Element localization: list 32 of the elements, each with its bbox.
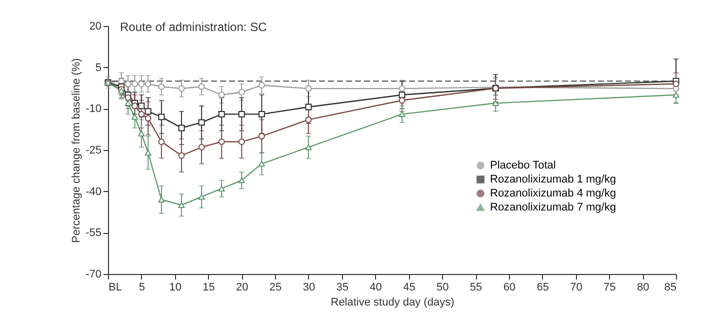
y-tick-label: 20	[89, 20, 102, 32]
x-tick-label: 20	[236, 282, 248, 294]
x-tick-label: 15	[202, 282, 215, 294]
y-axis-title: Percentage change from baseline (%)	[70, 58, 83, 243]
x-tick-label: 10	[169, 282, 182, 294]
x-tick-label: BL	[108, 282, 122, 294]
x-tick-label: 25	[269, 282, 282, 294]
x-axis-title: Relative study day (days)	[330, 296, 454, 308]
x-tick-label: 60	[503, 282, 516, 294]
y-tick-label: -70	[86, 268, 102, 280]
x-tick-label: 30	[302, 282, 316, 294]
x-tick-label: 65	[536, 282, 549, 294]
x-tick-label: 55	[470, 282, 482, 294]
x-tick-label: 5	[138, 282, 145, 294]
x-tick-label: 85	[664, 282, 676, 294]
y-tick-label: -40	[86, 186, 102, 198]
x-tick-label: 45	[403, 282, 416, 294]
x-tick-label: 40	[370, 282, 382, 294]
legend-label: Rozanolixizumab 7 mg/kg	[490, 202, 616, 214]
x-tick-label: 50	[436, 282, 449, 294]
legend-label: Placebo Total	[490, 160, 556, 172]
x-tick-label: 75	[604, 282, 616, 294]
y-tick-label: -10	[86, 103, 102, 116]
x-tick-label: 70	[570, 282, 582, 294]
x-tick-label: 80	[636, 282, 650, 294]
x-tick-label: 35	[336, 282, 349, 294]
y-tick-label: -25	[86, 144, 102, 156]
annotation: Route of administration: SC	[120, 20, 268, 34]
y-tick-label: -55	[86, 227, 102, 240]
legend-label: Rozanolixizumab 4 mg/kg	[490, 188, 616, 200]
y-tick-label: 5	[95, 62, 102, 74]
legend-label: Rozanolixizumab 1 mg/kg	[490, 174, 616, 186]
